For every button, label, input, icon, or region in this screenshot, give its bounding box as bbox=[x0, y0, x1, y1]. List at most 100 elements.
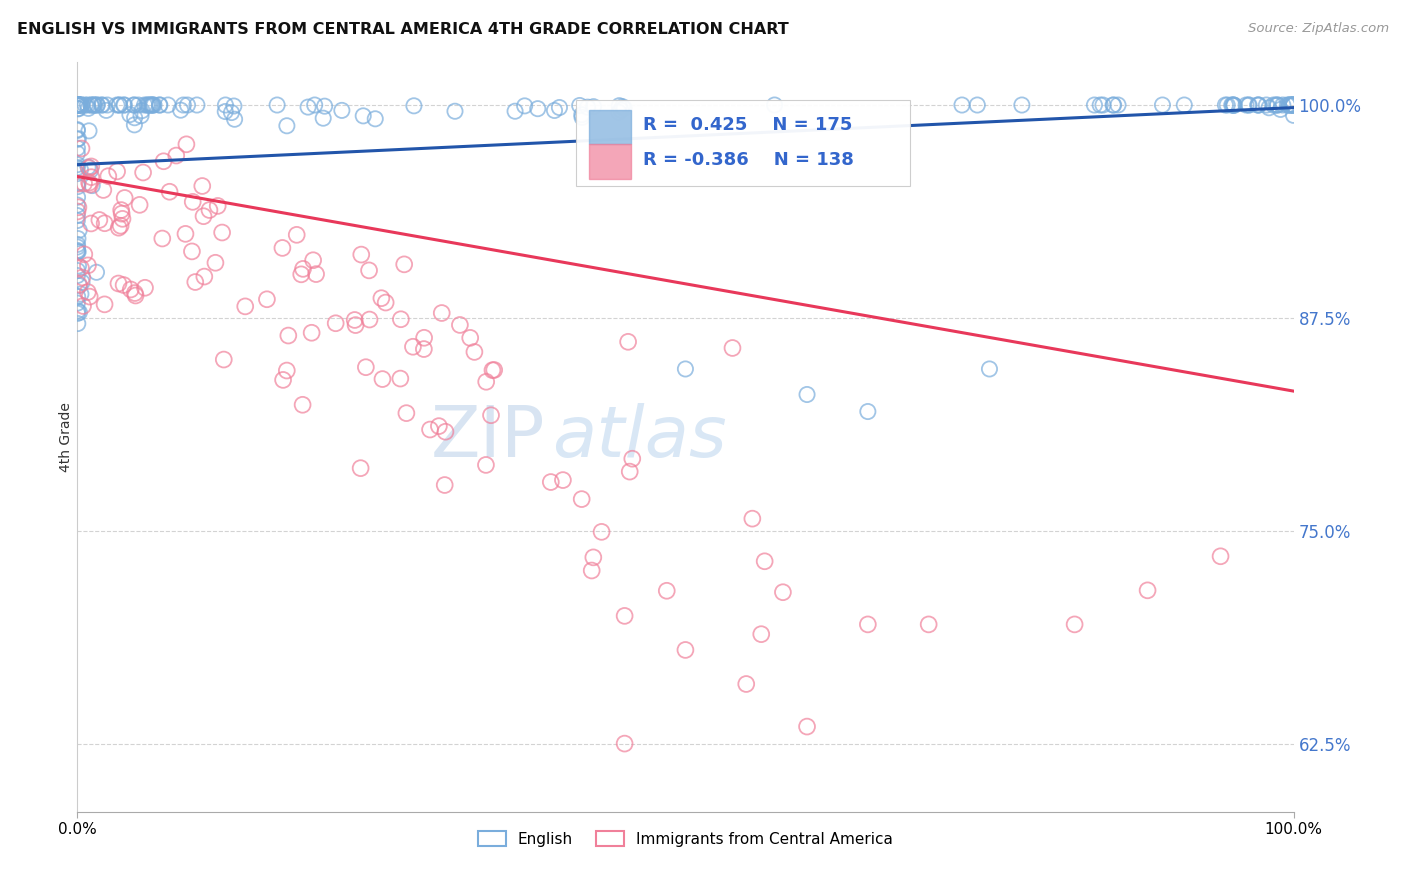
Point bbox=[374, 295, 396, 310]
Point bbox=[79, 163, 101, 178]
Point bbox=[66, 231, 89, 245]
Point bbox=[111, 207, 134, 221]
Point bbox=[277, 328, 299, 343]
Point bbox=[221, 105, 243, 120]
Point bbox=[434, 425, 457, 439]
Point bbox=[796, 720, 818, 734]
Point bbox=[1216, 98, 1239, 112]
Point bbox=[285, 227, 308, 242]
Point bbox=[91, 183, 114, 197]
Point bbox=[77, 161, 100, 176]
Point bbox=[1222, 98, 1244, 112]
Point bbox=[66, 98, 89, 112]
Point bbox=[67, 244, 90, 259]
Point bbox=[1267, 98, 1289, 112]
Point bbox=[1220, 98, 1243, 112]
Point bbox=[127, 98, 149, 112]
Point bbox=[796, 387, 818, 401]
Point bbox=[619, 465, 641, 479]
Point bbox=[266, 98, 288, 112]
Point bbox=[1107, 98, 1129, 112]
Point bbox=[79, 178, 101, 192]
Point bbox=[312, 111, 335, 125]
Point bbox=[184, 275, 207, 289]
Point bbox=[124, 111, 146, 125]
Point bbox=[174, 227, 197, 241]
Point bbox=[354, 360, 377, 375]
Point bbox=[67, 259, 90, 273]
Point bbox=[675, 362, 697, 376]
Point bbox=[150, 231, 173, 245]
Point bbox=[66, 204, 89, 219]
Point bbox=[1173, 98, 1195, 112]
Point bbox=[568, 98, 591, 112]
Point bbox=[91, 98, 114, 112]
Point bbox=[655, 583, 678, 598]
Point bbox=[1209, 549, 1232, 564]
Point bbox=[1088, 98, 1111, 112]
Point bbox=[412, 342, 434, 356]
Point bbox=[582, 550, 605, 565]
Point bbox=[67, 98, 90, 112]
Point bbox=[66, 167, 89, 181]
Point bbox=[1258, 101, 1281, 115]
Point bbox=[70, 287, 93, 301]
Point bbox=[73, 177, 96, 191]
Point bbox=[67, 98, 90, 112]
Point bbox=[1247, 98, 1270, 112]
Point bbox=[80, 170, 103, 185]
Point bbox=[458, 331, 481, 345]
Point bbox=[66, 98, 89, 112]
Point bbox=[305, 267, 328, 281]
Legend: English, Immigrants from Central America: English, Immigrants from Central America bbox=[472, 824, 898, 853]
Point bbox=[122, 98, 145, 112]
Point bbox=[86, 265, 108, 279]
Point bbox=[1083, 98, 1105, 112]
Point bbox=[413, 331, 436, 345]
Point bbox=[83, 98, 105, 112]
Point bbox=[110, 219, 132, 233]
Point bbox=[979, 362, 1001, 376]
Point bbox=[66, 237, 89, 252]
Point bbox=[80, 98, 103, 112]
Point bbox=[1282, 98, 1305, 112]
Point bbox=[90, 98, 112, 112]
Point bbox=[576, 100, 599, 114]
Point bbox=[67, 98, 90, 112]
Point bbox=[66, 122, 89, 136]
Point bbox=[176, 98, 198, 112]
Point bbox=[108, 98, 131, 112]
Point bbox=[97, 169, 120, 184]
Point bbox=[80, 98, 103, 112]
Point bbox=[402, 99, 425, 113]
Point bbox=[1234, 98, 1257, 112]
Point bbox=[481, 363, 503, 377]
Point bbox=[419, 423, 441, 437]
Point bbox=[66, 209, 89, 223]
Point bbox=[70, 260, 93, 275]
Point bbox=[1011, 98, 1033, 112]
Point bbox=[271, 373, 294, 387]
Point bbox=[66, 317, 89, 331]
Point bbox=[107, 277, 129, 291]
Point bbox=[371, 372, 394, 386]
Point bbox=[70, 98, 93, 112]
Text: R =  0.425    N = 175: R = 0.425 N = 175 bbox=[643, 116, 852, 134]
Point bbox=[128, 198, 150, 212]
Point bbox=[675, 643, 697, 657]
Point bbox=[120, 283, 142, 297]
Point bbox=[107, 220, 129, 235]
Point bbox=[112, 98, 135, 112]
Point bbox=[66, 98, 89, 112]
Point bbox=[176, 137, 198, 152]
Point bbox=[364, 112, 387, 126]
Point bbox=[139, 98, 162, 112]
Point bbox=[66, 244, 89, 259]
Point bbox=[543, 103, 565, 118]
Point bbox=[66, 177, 89, 191]
Point bbox=[571, 111, 593, 125]
Point bbox=[214, 98, 236, 112]
Point bbox=[1278, 98, 1301, 112]
Point bbox=[67, 223, 90, 237]
Point bbox=[96, 103, 118, 118]
